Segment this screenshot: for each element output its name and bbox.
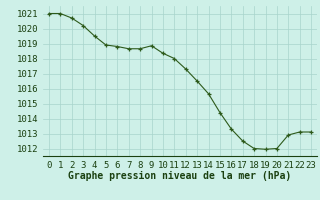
X-axis label: Graphe pression niveau de la mer (hPa): Graphe pression niveau de la mer (hPa) <box>68 171 292 181</box>
